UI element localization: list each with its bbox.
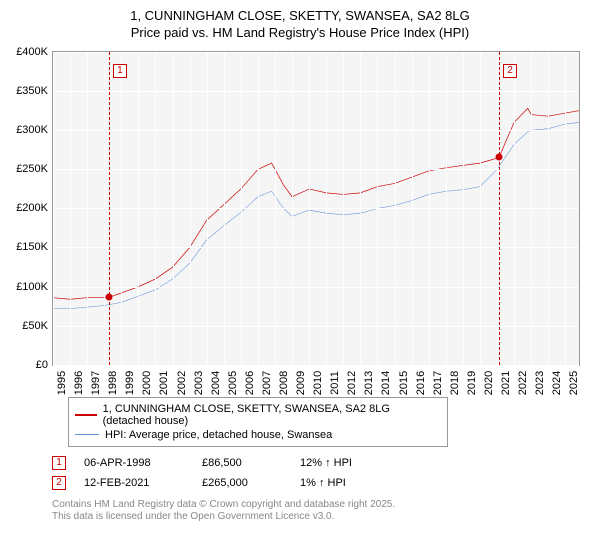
footer-line-1: Contains HM Land Registry data © Crown c… <box>52 499 588 512</box>
y-axis-tick: £50K <box>22 320 53 332</box>
marker-badge: 1 <box>113 64 127 78</box>
x-axis-tick: 1997 <box>87 371 102 395</box>
marker-line <box>109 52 110 365</box>
x-axis-tick: 2021 <box>497 371 512 395</box>
x-axis-tick: 2000 <box>138 371 153 395</box>
y-axis-tick: £200K <box>16 202 53 214</box>
x-axis-tick: 2016 <box>412 371 427 395</box>
transaction-date: 12-FEB-2021 <box>84 477 184 489</box>
transaction-price: £86,500 <box>202 457 282 469</box>
x-axis-tick: 1998 <box>104 371 119 395</box>
x-axis-tick: 2013 <box>360 371 375 395</box>
x-axis-tick: 2012 <box>343 371 358 395</box>
transaction-table: 1 06-APR-1998 £86,500 12% ↑ HPI 2 12-FEB-2021… <box>52 453 588 493</box>
transaction-pct: 1% ↑ HPI <box>300 477 390 489</box>
x-axis-tick: 2022 <box>514 371 529 395</box>
transaction-row: 1 06-APR-1998 £86,500 12% ↑ HPI <box>52 453 588 473</box>
x-axis-tick: 2007 <box>258 371 273 395</box>
legend-label: HPI: Average price, detached house, Swan… <box>105 429 332 441</box>
x-axis-tick: 1995 <box>53 371 68 395</box>
transaction-price: £265,000 <box>202 477 282 489</box>
y-axis-tick: £0 <box>36 359 53 371</box>
x-axis-tick: 2014 <box>377 371 392 395</box>
marker-dot <box>105 294 112 301</box>
transaction-date: 06-APR-1998 <box>84 457 184 469</box>
chart-container: 1, CUNNINGHAM CLOSE, SKETTY, SWANSEA, SA… <box>0 0 600 560</box>
x-axis-tick: 2017 <box>429 371 444 395</box>
x-axis-tick: 2019 <box>463 371 478 395</box>
series-line <box>53 108 579 299</box>
x-axis-tick: 2005 <box>224 371 239 395</box>
footer-attribution: Contains HM Land Registry data © Crown c… <box>52 499 588 524</box>
x-axis-tick: 2015 <box>395 371 410 395</box>
legend-swatch <box>75 414 97 416</box>
legend-item: HPI: Average price, detached house, Swan… <box>75 428 441 442</box>
footer-line-2: This data is licensed under the Open Gov… <box>52 511 588 524</box>
x-axis-tick: 2010 <box>309 371 324 395</box>
x-axis-tick: 1999 <box>121 371 136 395</box>
transaction-row: 2 12-FEB-2021 £265,000 1% ↑ HPI <box>52 473 588 493</box>
marker-dot <box>496 154 503 161</box>
x-axis-tick: 2020 <box>480 371 495 395</box>
chart-title: 1, CUNNINGHAM CLOSE, SKETTY, SWANSEA, SA… <box>12 8 588 42</box>
plot-area: £0£50K£100K£150K£200K£250K£300K£350K£400… <box>52 51 580 366</box>
y-axis-tick: £150K <box>16 241 53 253</box>
title-line-1: 1, CUNNINGHAM CLOSE, SKETTY, SWANSEA, SA… <box>12 8 588 25</box>
x-axis-tick: 2006 <box>241 371 256 395</box>
x-axis-tick: 2008 <box>275 371 290 395</box>
chart-area: £0£50K£100K£150K£200K£250K£300K£350K£400… <box>52 46 580 391</box>
x-axis-tick: 2003 <box>190 371 205 395</box>
x-axis-tick: 2004 <box>207 371 222 395</box>
y-axis-tick: £350K <box>16 85 53 97</box>
legend: 1, CUNNINGHAM CLOSE, SKETTY, SWANSEA, SA… <box>68 397 448 447</box>
series-line <box>53 122 579 308</box>
legend-swatch <box>75 434 99 435</box>
transaction-badge: 2 <box>52 476 66 490</box>
x-axis-tick: 1996 <box>70 371 85 395</box>
marker-badge: 2 <box>503 64 517 78</box>
y-axis-tick: £100K <box>16 281 53 293</box>
title-line-2: Price paid vs. HM Land Registry's House … <box>12 25 588 42</box>
x-axis-tick: 2018 <box>446 371 461 395</box>
x-axis-tick: 2002 <box>173 371 188 395</box>
y-axis-tick: £300K <box>16 124 53 136</box>
legend-item: 1, CUNNINGHAM CLOSE, SKETTY, SWANSEA, SA… <box>75 402 441 428</box>
x-axis-tick: 2001 <box>155 371 170 395</box>
y-axis-tick: £400K <box>16 46 53 58</box>
transaction-pct: 12% ↑ HPI <box>300 457 390 469</box>
legend-label: 1, CUNNINGHAM CLOSE, SKETTY, SWANSEA, SA… <box>103 403 441 427</box>
x-axis-tick: 2023 <box>531 371 546 395</box>
transaction-badge: 1 <box>52 456 66 470</box>
y-axis-tick: £250K <box>16 163 53 175</box>
x-axis-tick: 2024 <box>548 371 563 395</box>
marker-line <box>499 52 500 365</box>
x-axis-tick: 2009 <box>292 371 307 395</box>
x-axis-tick: 2011 <box>326 371 341 395</box>
x-axis-tick: 2025 <box>565 371 580 395</box>
